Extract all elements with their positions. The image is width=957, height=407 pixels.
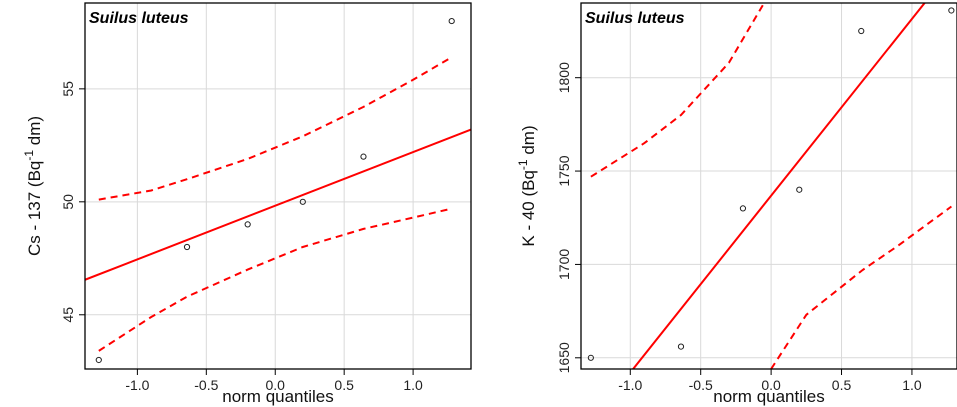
y-axis-title: Cs - 137 (Bq-1 dm) [22, 116, 44, 256]
plot-frame [84, 2, 472, 370]
panel-title: Suilus luteus [89, 10, 189, 27]
x-tick-label: 0.5 [832, 377, 852, 393]
data-point [948, 7, 955, 14]
x-tick-label: -1.0 [125, 377, 149, 393]
chart-panel-cs137: -1.0 -0.5 0.0 0.5 1.0 45 50 55 norm quantiles Cs … [22, 2, 472, 406]
y-tick-label: 55 [60, 81, 76, 97]
y-tick-label: 50 [60, 194, 76, 210]
x-tick-label: 1.0 [902, 377, 922, 393]
fit-line [632, 3, 926, 369]
y-axis-title-main: Cs - 137 (Bq [25, 161, 44, 256]
x-tick-label: -0.5 [689, 377, 713, 393]
y-tick-label: 1650 [556, 342, 572, 373]
data-point [677, 343, 685, 350]
x-tick-label: 0.0 [761, 377, 781, 393]
data-point [448, 17, 455, 25]
y-tick-label: 1750 [556, 155, 572, 186]
y-tick-label: 45 [60, 307, 76, 323]
y-axis-title-main: K - 40 (Bq [519, 170, 538, 247]
y-axis-title-tail: dm) [519, 125, 538, 159]
data-point [299, 198, 306, 205]
plot-area [587, 3, 955, 369]
plot-area [85, 17, 471, 364]
y-axis-title-superscript: -1 [516, 159, 530, 170]
x-tick-label: 0.0 [266, 377, 286, 393]
data-point [95, 356, 102, 364]
x-tick-label: 1.0 [403, 377, 423, 393]
fit-line [85, 128, 471, 281]
x-axis-title: norm quantiles [222, 387, 334, 406]
upper-confidence-band [98, 56, 453, 201]
data-point [796, 186, 803, 193]
y-tick-label: 1800 [556, 62, 572, 93]
y-axis-title-tail: dm) [25, 116, 44, 150]
panel-title: Suilus luteus [585, 10, 685, 27]
y-axis-title: K - 40 (Bq-1 dm) [516, 125, 538, 246]
plot-frame [580, 2, 957, 370]
data-point [587, 354, 594, 361]
x-tick-label: -1.0 [618, 377, 642, 393]
chart-panel-k40: -1.0 -0.5 0.0 0.5 1.0 1650 1700 1750 1800 norm qu… [516, 2, 957, 406]
data-point [183, 243, 191, 251]
x-axis-title: norm quantiles [713, 387, 825, 406]
data-point [360, 153, 367, 160]
x-tick-label: 0.5 [334, 377, 354, 393]
data-point [739, 205, 747, 212]
upper-confidence-band [590, 3, 765, 178]
y-tick-label: 1700 [556, 249, 572, 280]
lower-confidence-band [770, 205, 952, 369]
data-point [244, 221, 251, 228]
y-axis-title-superscript: -1 [22, 150, 36, 161]
x-tick-label: -0.5 [194, 377, 218, 393]
data-point [858, 27, 865, 35]
